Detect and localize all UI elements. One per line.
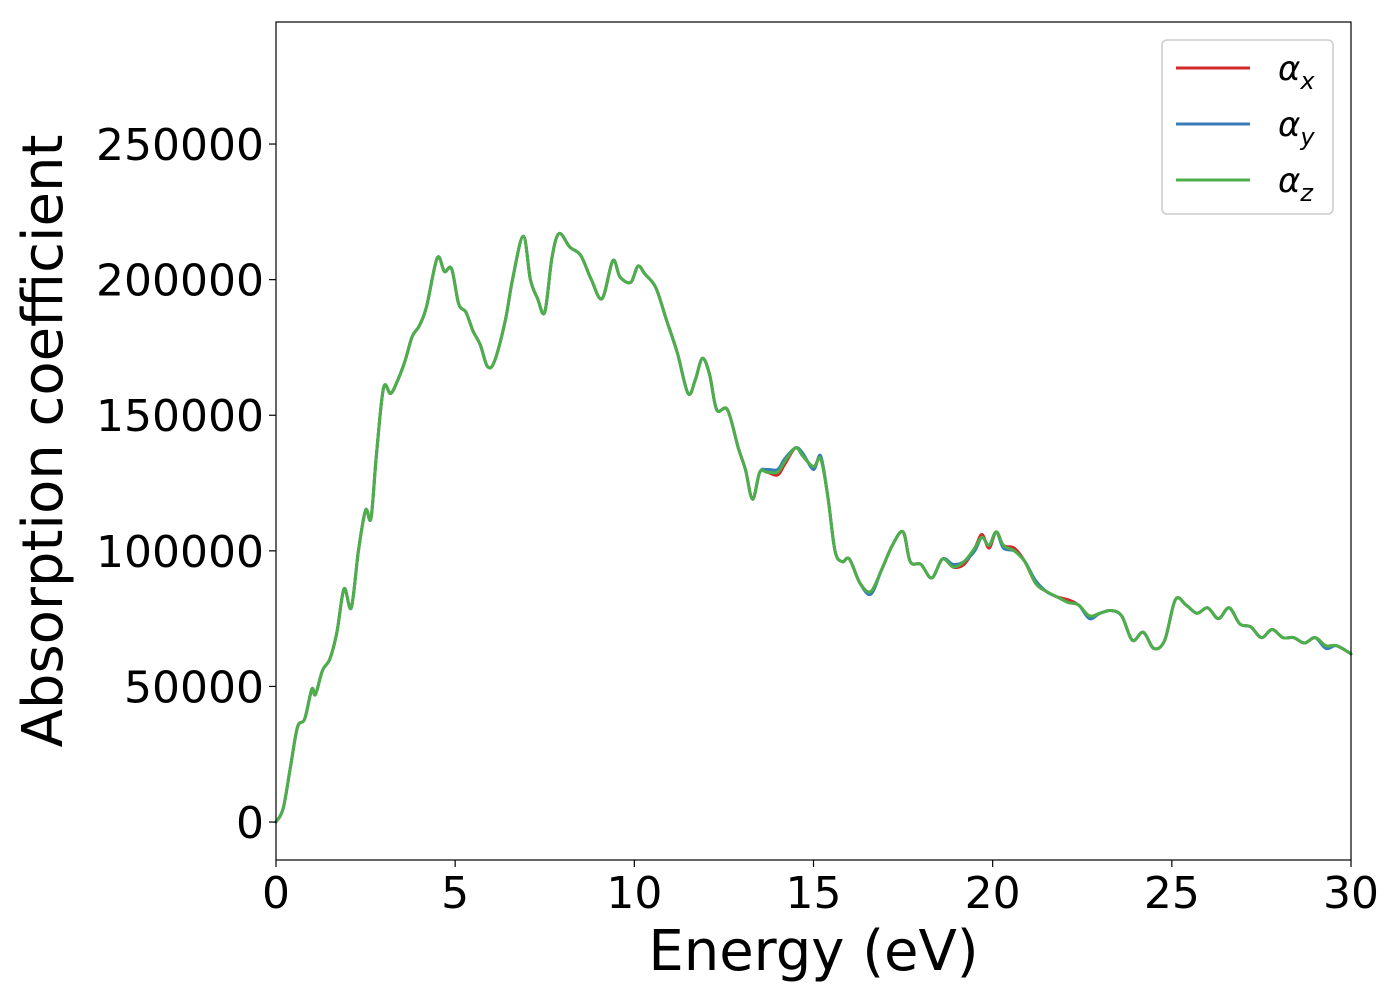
legend-label-subscript: x [1299,67,1315,95]
series-line-z [274,231,1353,824]
y-tick-label: 0 [236,798,264,849]
y-tick-label: 100000 [96,527,264,578]
legend-label-z: αz [1278,161,1314,207]
legend-label-symbol: α [1278,161,1300,201]
legend-label-subscript: y [1299,123,1315,151]
x-tick-label: 30 [1323,868,1379,919]
x-axis-label: Energy (eV) [648,919,978,984]
x-tick-label: 5 [441,868,469,919]
x-tick-label: 20 [965,868,1021,919]
legend-label-symbol: α [1278,105,1300,145]
y-tick-label: 50000 [124,662,264,713]
y-tick-label: 250000 [96,120,264,171]
series-layer [274,231,1353,824]
x-axis: 0 5 10 15 20 25 30 [262,860,1379,919]
x-tick-label: 15 [786,868,842,919]
y-tick-label: 200000 [96,256,264,307]
legend-label-x: αx [1278,49,1315,95]
x-tick-label: 10 [606,868,662,919]
y-axis-label: Absorption coefficient [11,135,76,748]
x-tick-label: 25 [1144,868,1200,919]
legend-label-subscript: z [1299,179,1314,207]
x-tick-label: 0 [262,868,290,919]
legend-label-y: αy [1278,105,1315,151]
y-axis: 0 50000 100000 150000 200000 250000 [96,120,276,849]
y-tick-label: 150000 [96,391,264,442]
series-line-x [274,231,1353,824]
legend-box [1161,39,1334,215]
series-line-y [274,231,1353,824]
legend-label-symbol: α [1278,49,1300,89]
